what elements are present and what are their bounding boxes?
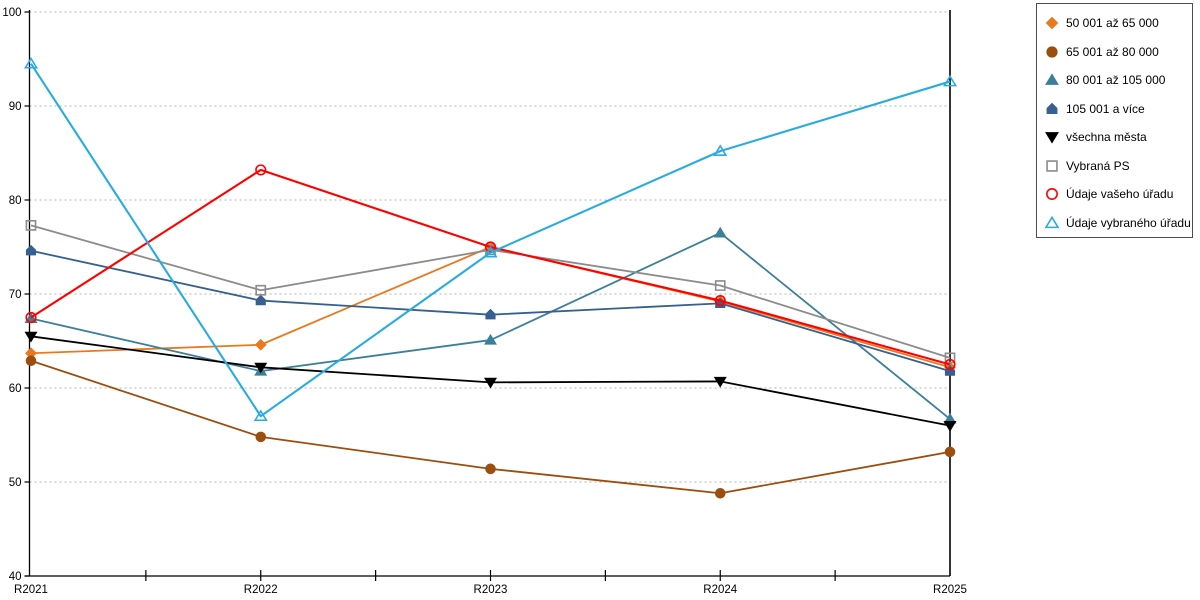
legend-item-label: Údaje vybraného úřadu <box>1066 215 1191 230</box>
data-point-marker-s5-R2024 <box>714 280 726 291</box>
data-point-marker-s7-R2024 <box>713 144 728 156</box>
data-point-marker-s7-R2025 <box>942 74 958 87</box>
legend-item-label: 50 001 až 65 000 <box>1066 16 1159 31</box>
data-point-marker-s0-R2022 <box>254 338 267 351</box>
legend-marker-square-icon <box>1046 160 1058 172</box>
y-axis-tick-label: 50 <box>9 477 22 489</box>
legend-item-label: Údaje vašeho úřadu <box>1066 187 1174 202</box>
data-point-marker-s1-R2022 <box>255 431 267 443</box>
y-axis-tick-label: 60 <box>9 383 22 395</box>
data-point-marker-s4-R2025 <box>943 421 957 432</box>
data-point-marker-s3-R2023 <box>485 308 496 320</box>
x-axis-tick-label: R2024 <box>703 584 737 596</box>
legend-marker-4 <box>1045 132 1059 144</box>
chart-legend: 50 001 až 65 000 65 001 až 80 000 80 001 a… <box>1036 3 1193 238</box>
x-axis-tick-label: R2021 <box>14 584 48 596</box>
data-point-marker-s4-R2023 <box>483 377 498 389</box>
data-point-marker-s5-R2021 <box>25 220 37 231</box>
legend-marker-circle-icon <box>1046 46 1058 58</box>
data-point-marker-s6-R2024 <box>714 294 726 307</box>
legend-item-0: 50 001 až 65 000 <box>1045 9 1192 38</box>
legend-marker-pentagon-icon <box>1046 102 1058 114</box>
data-point-marker-s6-R2025 <box>944 358 956 371</box>
legend-marker-triangle-up-icon <box>1045 215 1059 228</box>
legend-item-2: 80 001 až 105 000 <box>1045 66 1192 95</box>
legend-item-label: 105 001 a více <box>1066 101 1145 116</box>
series-line-5 <box>30 224 951 359</box>
data-point-marker-s4-R2022 <box>254 362 268 374</box>
y-axis-tick-label: 100 <box>2 7 21 19</box>
data-point-marker-s4-R2024 <box>713 376 727 388</box>
legend-item-label: všechna města <box>1066 130 1147 145</box>
legend-marker-7 <box>1045 215 1059 228</box>
x-axis-tick-label: R2025 <box>933 584 967 596</box>
legend-marker-triangle-down-icon <box>1045 132 1059 144</box>
series-line-7 <box>30 63 951 418</box>
legend-item-6: Údaje vašeho úřadu <box>1045 180 1192 209</box>
data-point-marker-s1-R2024 <box>714 487 726 499</box>
data-point-marker-s7-R2023 <box>483 245 498 258</box>
y-axis-tick-label: 40 <box>9 571 22 583</box>
legend-item-3: 105 001 a více <box>1045 95 1192 124</box>
legend-marker-2 <box>1045 73 1059 86</box>
legend-item-7: Údaje vybraného úřadu <box>1045 209 1192 238</box>
legend-marker-triangle-up-icon <box>1045 73 1059 86</box>
x-axis-tick-label: R2023 <box>474 584 508 596</box>
data-point-marker-s1-R2025 <box>944 446 956 458</box>
legend-item-1: 65 001 až 80 000 <box>1045 38 1192 67</box>
data-point-marker-s4-R2021 <box>24 331 38 343</box>
data-point-marker-s1-R2023 <box>485 463 496 475</box>
legend-item-label: Vybraná PS <box>1066 158 1130 173</box>
legend-item-label: 65 001 až 80 000 <box>1066 44 1159 59</box>
legend-marker-5 <box>1046 160 1058 172</box>
data-point-marker-s2-R2023 <box>483 333 498 345</box>
x-axis-tick-label: R2022 <box>244 584 278 596</box>
data-point-marker-s5-R2022 <box>255 284 267 296</box>
y-axis-tick-label: 70 <box>9 289 22 301</box>
data-point-marker-s1-R2021 <box>25 355 37 367</box>
legend-marker-diamond-icon <box>1045 16 1059 30</box>
data-point-marker-s3-R2022 <box>255 294 266 306</box>
data-point-marker-s6-R2022 <box>255 164 267 176</box>
data-point-marker-s7-R2022 <box>253 409 268 422</box>
legend-item-4: všechna města <box>1045 123 1192 152</box>
legend-marker-3 <box>1046 102 1058 114</box>
legend-item-5: Vybraná PS <box>1045 152 1192 181</box>
legend-marker-6 <box>1046 188 1058 201</box>
legend-item-label: 80 001 až 105 000 <box>1066 73 1166 88</box>
data-point-marker-s7-R2021 <box>23 56 39 69</box>
data-point-marker-s3-R2021 <box>25 244 37 256</box>
data-point-marker-s2-R2024 <box>713 226 727 238</box>
legend-marker-0 <box>1045 16 1059 30</box>
legend-marker-1 <box>1046 46 1058 58</box>
y-axis-tick-label: 80 <box>9 195 22 207</box>
data-point-marker-s6-R2021 <box>25 311 37 324</box>
legend-marker-circle-icon <box>1046 188 1058 201</box>
y-axis-tick-label: 90 <box>9 101 22 113</box>
